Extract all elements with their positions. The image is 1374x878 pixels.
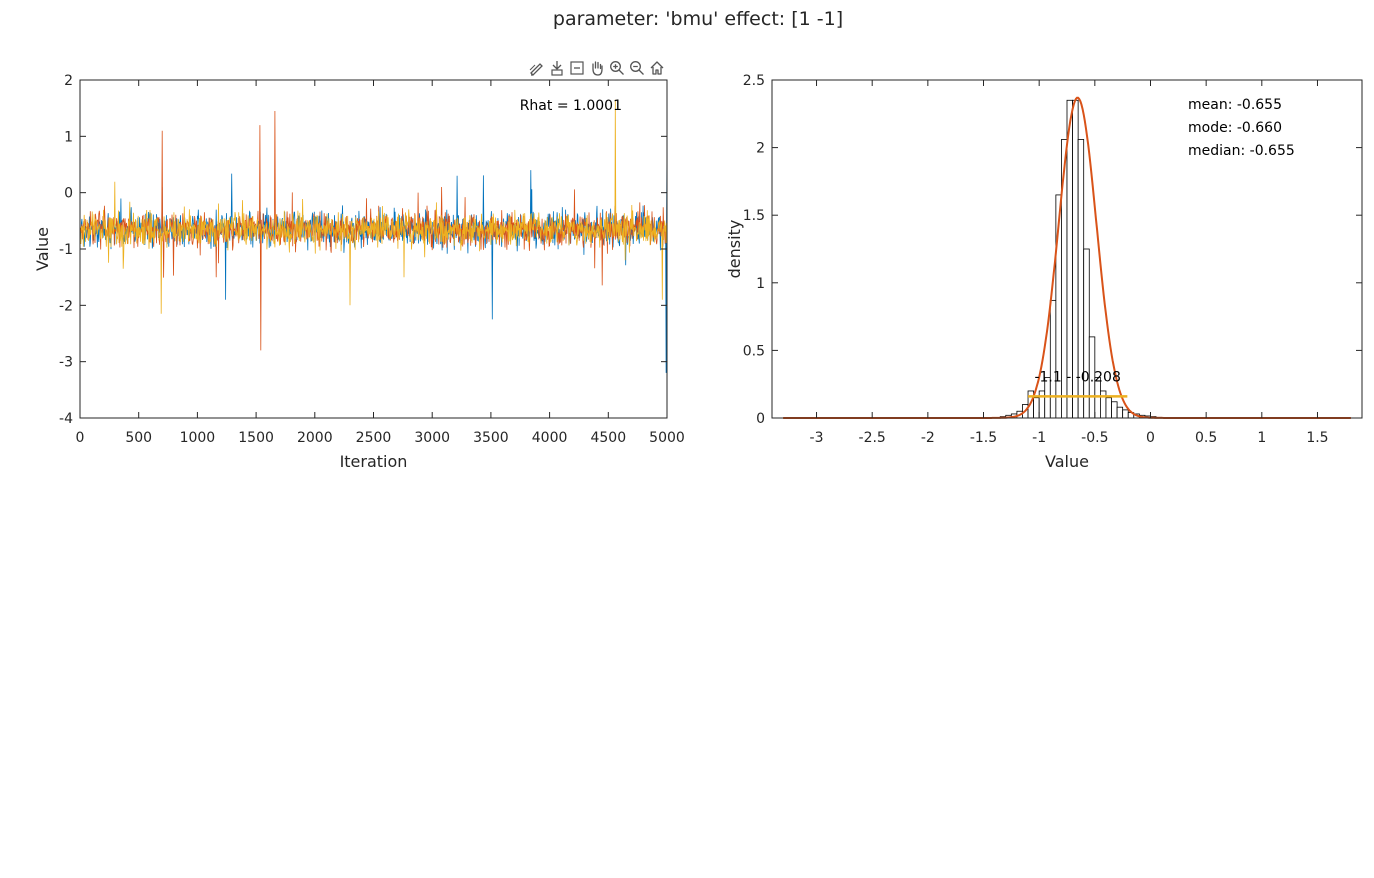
trace-series-3 [79, 99, 668, 314]
x-tick-label: 3000 [414, 430, 450, 446]
y-tick-label: 0 [64, 186, 73, 202]
y-tick-label: 2.5 [743, 73, 765, 89]
x-tick-label: 1.5 [1306, 430, 1328, 446]
zoom-out-icon[interactable] [627, 58, 646, 77]
x-tick-label: 1 [1257, 430, 1266, 446]
zoom-in-icon[interactable] [607, 58, 626, 77]
x-tick-label: 3500 [473, 430, 509, 446]
x-tick-label: -2 [921, 430, 935, 446]
x-tick-label: -1 [1032, 430, 1046, 446]
x-tick-label: -2.5 [859, 430, 886, 446]
data-cursor-icon[interactable] [547, 58, 566, 77]
axes-box [79, 79, 668, 419]
histogram-bar [1105, 397, 1112, 419]
x-tick-label: 4500 [590, 430, 626, 446]
x-tick-label: 500 [125, 430, 152, 446]
home-icon[interactable] [647, 58, 666, 77]
summary-stat: median: -0.655 [1188, 143, 1295, 159]
axes-box [771, 79, 1363, 419]
hdi-label: -1.1 - -0.208 [1034, 369, 1120, 385]
y-tick-label: 0 [756, 411, 765, 427]
x-tick-label: -1.5 [970, 430, 997, 446]
histogram-bar [1099, 390, 1107, 419]
summary-stat: mean: -0.655 [1188, 97, 1282, 113]
y-tick-label: 2 [64, 73, 73, 89]
y-tick-label: 1 [756, 276, 765, 292]
histogram-bar [1033, 397, 1040, 419]
x-tick-label: 5000 [649, 430, 685, 446]
rhat-label: Rhat = 1.0001 [520, 98, 622, 114]
x-tick-label: 2000 [297, 430, 333, 446]
x-tick-label: -3 [810, 430, 824, 446]
y-tick-label: -2 [59, 298, 73, 314]
summary-stat: mode: -0.660 [1188, 120, 1282, 136]
histogram-bar [1049, 299, 1057, 419]
trace-series-1 [79, 144, 668, 373]
figure-title: parameter: 'bmu' effect: [1 -1] [553, 8, 843, 30]
y-tick-label: 2 [756, 141, 765, 157]
y-tick-label: -3 [59, 355, 73, 371]
histogram-bar [1038, 390, 1046, 419]
x-tick-label: 0 [1146, 430, 1155, 446]
pan-icon[interactable] [587, 58, 606, 77]
y-tick-label: -1 [59, 242, 73, 258]
edit-plot-icon[interactable] [527, 58, 546, 77]
y-tick-label: 1.5 [743, 208, 765, 224]
axes-toolbar [527, 58, 666, 78]
axes: 0 500 1000 1500 2000 2500 3000 3500 4000 4500 5000… [33, 73, 685, 471]
axes: -3 -2.5 -2 -1.5 -1 -0.5 0 0.5 1 1.5 0 0.5 1 1.5 2 2.5 Va… [725, 73, 1363, 471]
x-axis-label: Iteration [340, 452, 408, 471]
x-tick-label: -0.5 [1081, 430, 1108, 446]
y-tick-label: 1 [64, 129, 73, 145]
x-axis-label: Value [1045, 452, 1089, 471]
histogram-bar [1122, 409, 1129, 419]
histogram-bar [1116, 406, 1124, 419]
x-tick-label: 4000 [532, 430, 568, 446]
x-tick-label: 0 [76, 430, 85, 446]
histogram-bar [1083, 248, 1090, 419]
brush-icon[interactable] [567, 58, 586, 77]
trace-plot[interactable]: 0 500 1000 1500 2000 2500 3000 3500 4000 4500 5000… [33, 73, 685, 471]
y-axis-label: density [725, 220, 744, 279]
x-tick-label: 2500 [356, 430, 392, 446]
x-tick-label: 1000 [180, 430, 216, 446]
y-tick-label: 0.5 [743, 343, 765, 359]
y-tick-label: -4 [59, 411, 73, 427]
density-plot[interactable]: -3 -2.5 -2 -1.5 -1 -0.5 0 0.5 1 1.5 0 0.5 1 1.5 2 2.5 Va… [725, 73, 1363, 471]
x-tick-label: 1500 [238, 430, 274, 446]
plot-area [79, 99, 668, 373]
y-axis-label: Value [33, 227, 52, 271]
x-tick-label: 0.5 [1195, 430, 1217, 446]
histogram-bar [1111, 401, 1118, 419]
